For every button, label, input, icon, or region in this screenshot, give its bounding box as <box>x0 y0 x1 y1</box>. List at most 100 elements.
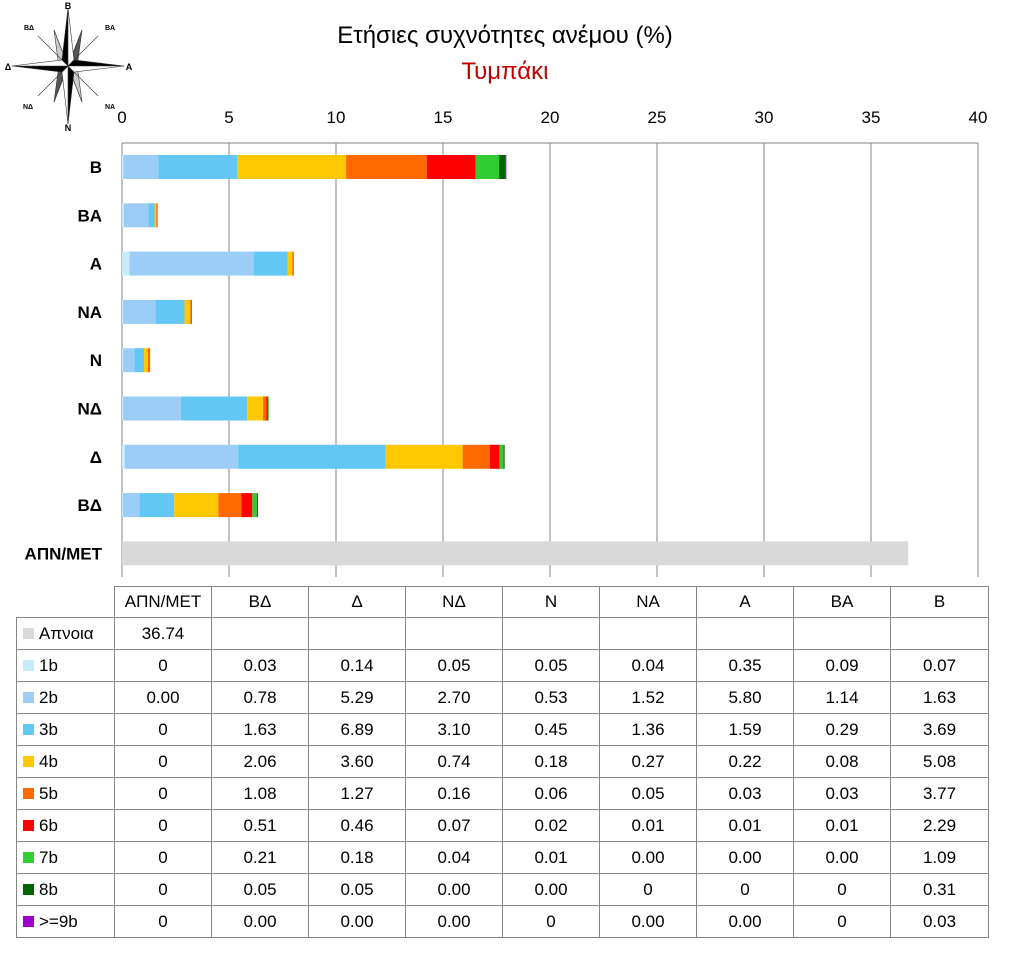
table-column-header: ΒΔ <box>211 586 309 618</box>
bar-segment <box>174 493 219 518</box>
bar-segment <box>499 444 504 469</box>
compass-label-ne: ΒΑ <box>105 25 115 32</box>
table-cell: 0 <box>114 649 212 682</box>
table-cell: 0.00 <box>502 873 600 906</box>
legend-swatch <box>23 723 34 735</box>
table-cell: 0.27 <box>599 745 697 778</box>
bar-segment <box>256 493 258 518</box>
table-cell: 0.18 <box>502 745 600 778</box>
bar-segment <box>292 251 293 276</box>
stacked-bar-chart: 0 5 10 15 20 25 30 35 40 Β ΒΑ Α ΝΑ Ν ΝΔ Δ ΒΔ ΑΠΝ/ΜΕΤ <box>25 108 987 577</box>
table-cell: 0.29 <box>793 713 891 746</box>
bar-segment <box>122 251 130 276</box>
x-tick-label: 15 <box>434 108 453 127</box>
table-cell: 1.27 <box>308 777 406 810</box>
table-cell <box>696 617 794 650</box>
bar-segment <box>266 396 268 421</box>
table-cell: 0.31 <box>890 873 989 906</box>
x-tick-label: 30 <box>755 108 774 127</box>
bar-segment <box>385 444 463 469</box>
category-label: ΒΔ <box>78 496 103 515</box>
table-cell: 0.07 <box>890 649 989 682</box>
table-cell: 0 <box>114 841 212 874</box>
legend-label: 6b <box>39 815 58 835</box>
x-tick-label: 10 <box>327 108 346 127</box>
legend-swatch <box>23 755 34 767</box>
table-cell: 0.05 <box>502 649 600 682</box>
bar-segment <box>475 155 500 179</box>
bar-segment <box>122 155 124 179</box>
table-cell: 0.03 <box>793 777 891 810</box>
bar-segment <box>123 155 159 179</box>
bar-segment <box>122 348 124 373</box>
table-cell <box>890 617 989 650</box>
table-cell: 0.00 <box>599 841 697 874</box>
legend-row-header: 6b <box>16 809 115 842</box>
table-cell: 0.03 <box>696 777 794 810</box>
table-cell: 3.10 <box>405 713 503 746</box>
bar-segment <box>156 203 157 228</box>
table-cell: 0 <box>696 873 794 906</box>
x-tick-label: 5 <box>224 108 233 127</box>
table-cell: 0.01 <box>599 809 697 842</box>
table-cell: 5.08 <box>890 745 989 778</box>
table-cell: 0.05 <box>211 873 309 906</box>
bar-segment <box>123 348 135 373</box>
legend-label: 1b <box>39 655 58 675</box>
legend-swatch <box>23 915 34 927</box>
bar-segment <box>462 444 490 469</box>
table-cell: 2.70 <box>405 681 503 714</box>
table-cell: 0 <box>502 905 600 938</box>
table-cell: 0.16 <box>405 777 503 810</box>
table-cell: 0 <box>114 905 212 938</box>
category-label: ΝΑ <box>77 303 102 322</box>
category-label: ΑΠΝ/ΜΕΤ <box>25 544 103 563</box>
bar-segment <box>122 203 124 228</box>
bar-segment <box>247 396 264 421</box>
table-cell: 0 <box>114 777 212 810</box>
bar-segment <box>122 493 140 518</box>
table-cell: 0 <box>114 745 212 778</box>
table-cell: 0 <box>114 873 212 906</box>
bar-segment <box>237 155 347 179</box>
table-cell: 5.29 <box>308 681 406 714</box>
table-cell: 0.18 <box>308 841 406 874</box>
table-column-header: Α <box>696 586 794 618</box>
bar-segment <box>123 203 149 228</box>
legend-label: 5b <box>39 783 58 803</box>
bar-segment <box>180 396 248 421</box>
bar-segment <box>148 203 155 228</box>
compass-label-n: Β <box>65 1 72 11</box>
table-cell: 0.46 <box>308 809 406 842</box>
table-cell: 0.05 <box>308 873 406 906</box>
bar-segment <box>122 444 125 469</box>
table-cell: 0 <box>114 809 212 842</box>
bar-segment <box>154 203 157 228</box>
table-row: 8b 0 0.05 0.05 0.00 0.00 0 0 0 0.31 <box>16 873 989 906</box>
legend-swatch <box>23 819 34 831</box>
legend-row-header: Απνοια <box>16 617 115 650</box>
legend-label: 2b <box>39 687 58 707</box>
compass-label-sw: ΝΔ <box>23 104 33 111</box>
category-label: Δ <box>90 448 102 467</box>
table-cell: 1.63 <box>890 681 989 714</box>
legend-label: 7b <box>39 847 58 867</box>
table-cell: 0.06 <box>502 777 600 810</box>
bar-segment <box>505 155 507 179</box>
table-column-header: ΑΠΝ/ΜΕΤ <box>114 586 212 618</box>
bar-segment <box>292 251 294 276</box>
table-cell: 0.04 <box>599 649 697 682</box>
table-cell <box>502 617 600 650</box>
table-cell: 0.00 <box>114 681 212 714</box>
table-cell: 0.51 <box>211 809 309 842</box>
category-label: ΝΔ <box>78 400 103 419</box>
table-cell: 1.36 <box>599 713 697 746</box>
bar-segment <box>191 299 192 324</box>
bar-segment <box>499 155 506 179</box>
legend-swatch <box>23 883 34 895</box>
bar-segment <box>158 155 238 179</box>
table-cell: 3.69 <box>890 713 989 746</box>
table-cell: 1.52 <box>599 681 697 714</box>
table-cell <box>308 617 406 650</box>
table-cell: 0.00 <box>211 905 309 938</box>
